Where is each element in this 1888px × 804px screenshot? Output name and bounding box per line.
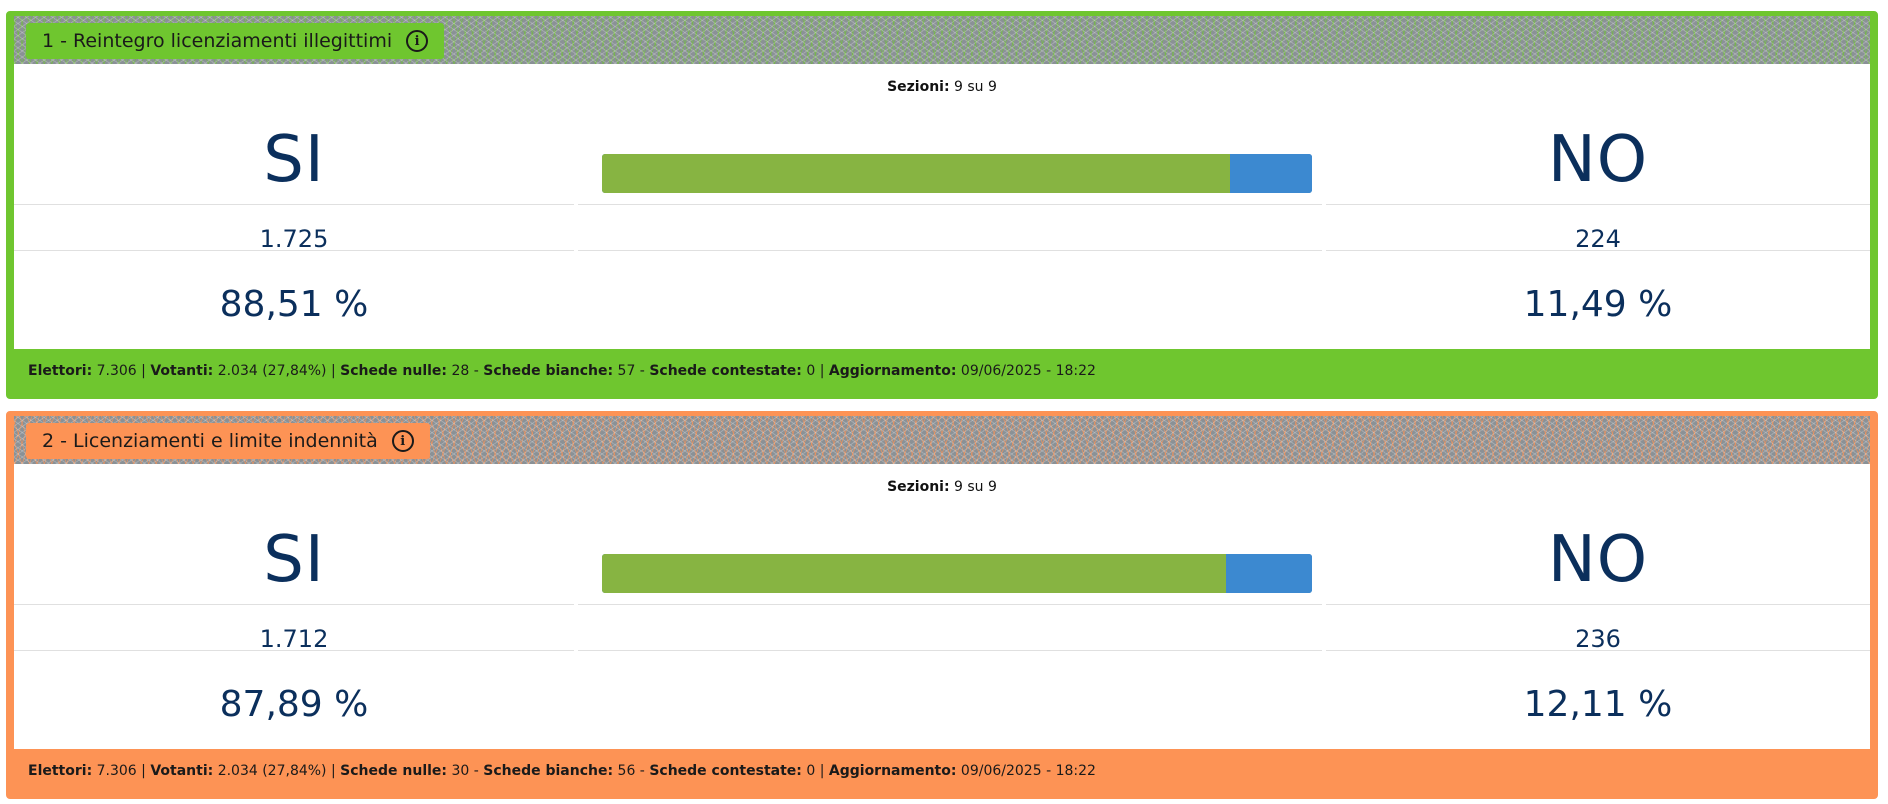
result-bar: [602, 554, 1312, 593]
divider: [1326, 250, 1870, 251]
divider: [578, 204, 1322, 205]
elettori-value: 7.306: [96, 762, 137, 779]
elettori-label: Elettori:: [28, 362, 93, 379]
bar-column: [578, 464, 1322, 749]
contestate-value: 0: [806, 362, 816, 379]
votanti-label: Votanti:: [150, 362, 214, 379]
card-title: 1 - Reintegro licenziamenti illegittimi: [42, 30, 393, 52]
card-title-badge: 1 - Reintegro licenziamenti illegittimi …: [26, 23, 445, 59]
aggiornamento-label: Aggiornamento:: [828, 762, 957, 779]
card-title-badge: 2 - Licenziamenti e limite indennità i: [26, 423, 430, 459]
no-percent: 12,11 %: [1523, 684, 1673, 725]
si-column: SI 1.712 87,89 %: [14, 464, 574, 749]
no-label: NO: [1547, 123, 1649, 197]
divider: [578, 250, 1322, 251]
info-icon[interactable]: i: [391, 430, 414, 452]
bianche-label: Schede bianche:: [483, 762, 614, 779]
bar-si-segment: [602, 154, 1231, 193]
aggiornamento-label: Aggiornamento:: [828, 362, 957, 379]
votanti-value: 2.034 (27,84%): [217, 762, 327, 779]
bar-column: [578, 64, 1322, 349]
no-column: NO 236 12,11 %: [1326, 464, 1870, 749]
result-bar: [602, 154, 1312, 193]
divider: [1326, 604, 1870, 605]
results-table: SI 1.712 87,89 % NO 236 12,11 % Sezioni:…: [14, 464, 1870, 749]
elettori-value: 7.306: [96, 362, 137, 379]
contestate-label: Schede contestate:: [649, 362, 802, 379]
info-icon[interactable]: i: [406, 30, 429, 52]
sections-label: Sezioni:: [887, 79, 950, 95]
si-votes: 1.712: [259, 625, 329, 653]
bianche-value: 56: [617, 762, 636, 779]
nulle-label: Schede nulle:: [340, 762, 448, 779]
card-footer: Elettori: 7.306 | Votanti: 2.034 (27,84%…: [28, 362, 1096, 379]
card-footer: Elettori: 7.306 | Votanti: 2.034 (27,84%…: [28, 762, 1096, 779]
divider: [14, 604, 574, 605]
card-title: 2 - Licenziamenti e limite indennità: [42, 430, 378, 452]
votanti-label: Votanti:: [150, 762, 214, 779]
bar-no-segment: [1226, 554, 1312, 593]
divider: [1326, 650, 1870, 651]
nulle-value: 30: [451, 762, 470, 779]
si-votes: 1.725: [259, 225, 329, 253]
contestate-value: 0: [806, 762, 816, 779]
divider: [1326, 204, 1870, 205]
no-votes: 236: [1575, 625, 1621, 653]
elettori-label: Elettori:: [28, 762, 93, 779]
bar-si-segment: [602, 554, 1227, 593]
divider: [14, 650, 574, 651]
divider: [14, 204, 574, 205]
si-label: SI: [263, 523, 325, 597]
referendum-card: 2 - Licenziamenti e limite indennità i S…: [6, 411, 1878, 799]
aggiornamento-value: 09/06/2025 - 18:22: [960, 762, 1096, 779]
sections-count: Sezioni: 9 su 9: [14, 79, 1870, 95]
nulle-label: Schede nulle:: [340, 362, 448, 379]
divider: [578, 604, 1322, 605]
nulle-value: 28: [451, 362, 470, 379]
bianche-value: 57: [617, 362, 636, 379]
si-column: SI 1.725 88,51 %: [14, 64, 574, 349]
referendum-card: 1 - Reintegro licenziamenti illegittimi …: [6, 11, 1878, 399]
divider: [14, 250, 574, 251]
results-table: SI 1.725 88,51 % NO 224 11,49 % Sezioni:…: [14, 64, 1870, 349]
card-header: 1 - Reintegro licenziamenti illegittimi …: [14, 16, 1870, 64]
no-percent: 11,49 %: [1523, 284, 1673, 325]
bar-no-segment: [1230, 154, 1312, 193]
card-header: 2 - Licenziamenti e limite indennità i: [14, 416, 1870, 464]
no-label: NO: [1547, 523, 1649, 597]
bianche-label: Schede bianche:: [483, 362, 614, 379]
sections-value: 9 su 9: [954, 79, 997, 95]
sections-value: 9 su 9: [954, 479, 997, 495]
sections-label: Sezioni:: [887, 479, 950, 495]
si-label: SI: [263, 123, 325, 197]
si-percent: 87,89 %: [219, 684, 369, 725]
aggiornamento-value: 09/06/2025 - 18:22: [960, 362, 1096, 379]
sections-count: Sezioni: 9 su 9: [14, 479, 1870, 495]
votanti-value: 2.034 (27,84%): [217, 362, 327, 379]
si-percent: 88,51 %: [219, 284, 369, 325]
divider: [578, 650, 1322, 651]
contestate-label: Schede contestate:: [649, 762, 802, 779]
no-votes: 224: [1575, 225, 1621, 253]
no-column: NO 224 11,49 %: [1326, 64, 1870, 349]
